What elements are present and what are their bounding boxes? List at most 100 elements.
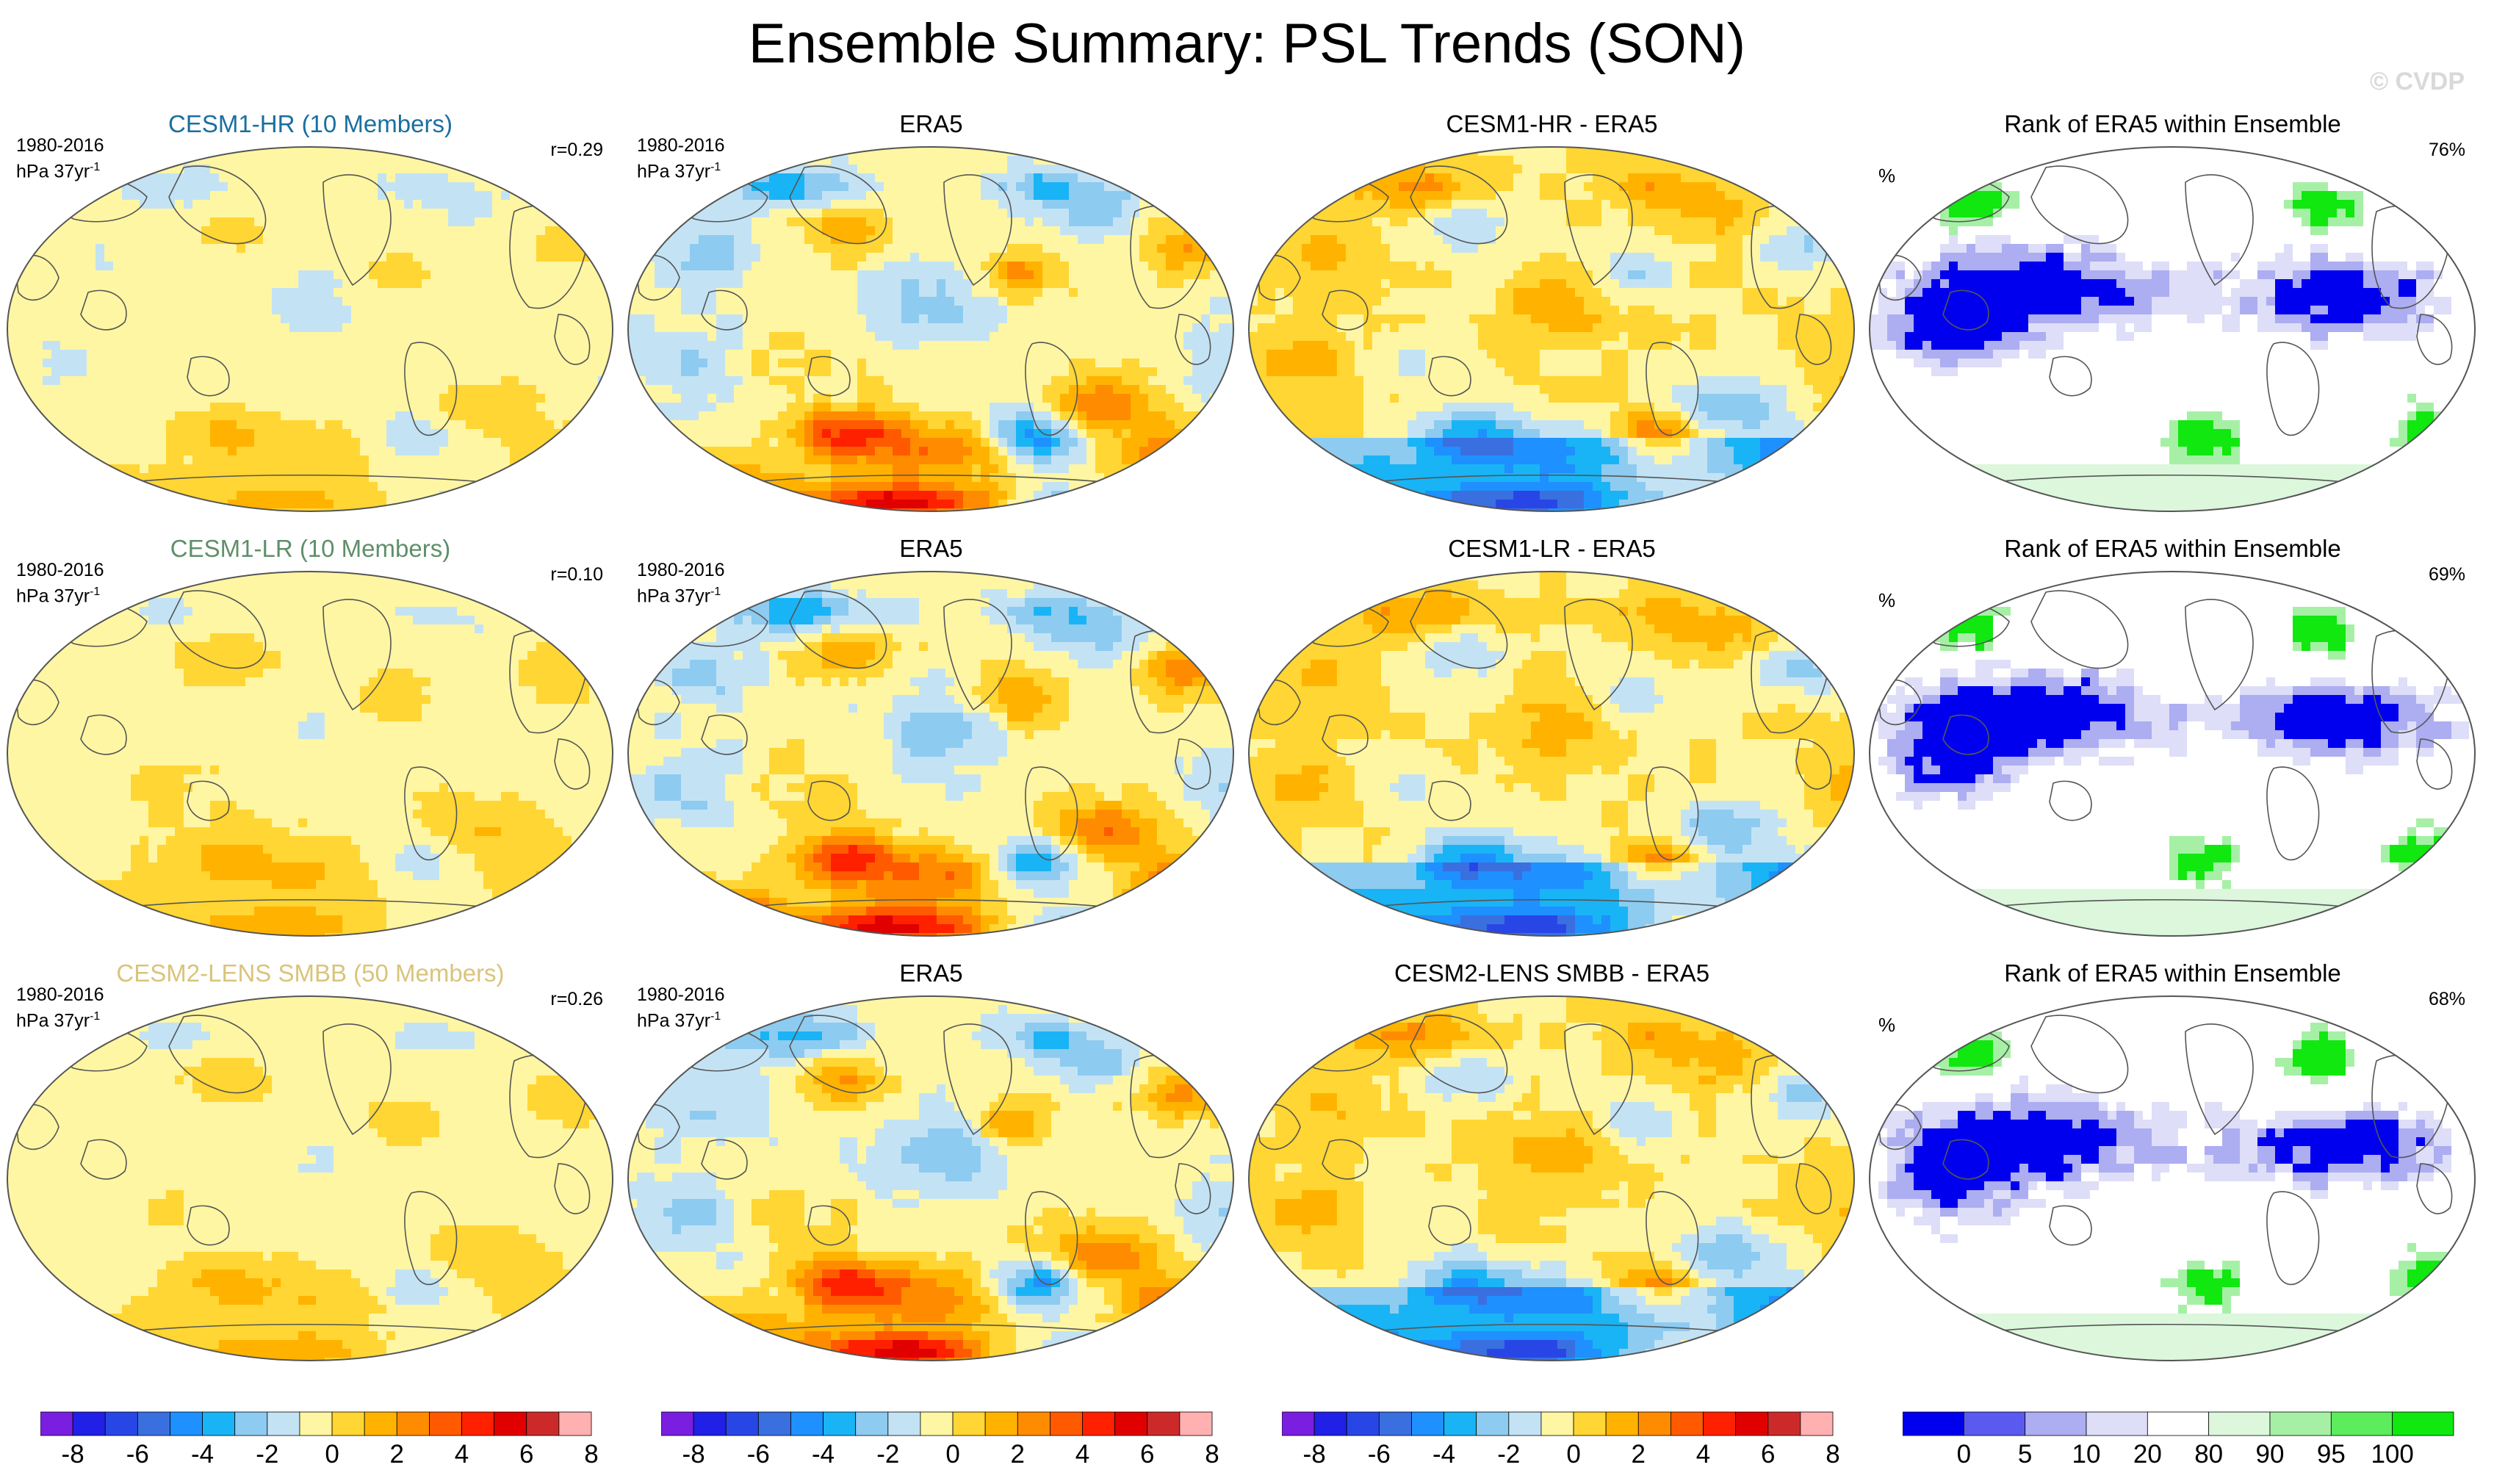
colorbar-tick-label: 5: [2018, 1440, 2032, 1469]
colorbar-swatch: [2147, 1411, 2210, 1436]
percent-unit-label: %: [1878, 589, 1895, 612]
colorbar-swatch: [1114, 1411, 1148, 1436]
period-units-label: 1980-2016 hPa 37yr-1: [16, 560, 104, 607]
map-outline: [1248, 995, 1855, 1361]
colorbar-swatch: [461, 1411, 495, 1436]
colorbar-swatch: [757, 1411, 791, 1436]
panel-diff: CESM1-HR - ERA5: [1241, 110, 1862, 522]
colorbar-tick-label: -8: [62, 1440, 84, 1469]
colorbar-tick-label: 2: [1632, 1440, 1646, 1469]
colorbar-tick-label: 20: [2133, 1440, 2162, 1469]
units-text: hPa 37yr: [637, 161, 710, 181]
field-cells: [1249, 147, 1854, 511]
colorbar-swatch: [1703, 1411, 1737, 1436]
field-cells: [628, 996, 1233, 1361]
period-units-label: 1980-2016 hPa 37yr-1: [637, 984, 725, 1031]
panel-title: CESM1-LR (10 Members): [0, 535, 621, 563]
panel-title: CESM1-HR - ERA5: [1241, 110, 1862, 138]
colorbar-swatch: [693, 1411, 727, 1436]
diff-map: [1248, 146, 1855, 512]
panel-title: Rank of ERA5 within Ensemble: [1862, 535, 2483, 563]
colorbar-tick-label: 0: [1566, 1440, 1580, 1469]
colorbar-swatch: [202, 1411, 236, 1436]
colorbar-swatch: [104, 1411, 138, 1436]
colorbar-swatch: [558, 1411, 592, 1436]
map-outline: [1869, 571, 2476, 937]
colorbar-swatch: [1671, 1411, 1704, 1436]
obs-map: [627, 571, 1234, 937]
colorbar-swatch: [2086, 1411, 2148, 1436]
colorbar-swatch: [1963, 1411, 2026, 1436]
panel-title: ERA5: [621, 959, 1241, 987]
colorbar-swatch: [2269, 1411, 2332, 1436]
correlation-label: r=0.10: [550, 564, 603, 586]
panel-title: CESM1-HR (10 Members): [0, 110, 621, 138]
colorbar-swatch: [1378, 1411, 1412, 1436]
field-cells: [1870, 996, 2475, 1361]
colorbar-swatch: [267, 1411, 300, 1436]
rank-map: [1869, 995, 2476, 1361]
field-cells: [1870, 572, 2475, 936]
colorbar-swatch: [137, 1411, 170, 1436]
field-cells: [7, 572, 613, 936]
colorbar-swatch: [1082, 1411, 1116, 1436]
main-title: Ensemble Summary: PSL Trends (SON): [0, 12, 2494, 76]
map-outline: [627, 995, 1234, 1361]
panel-model: CESM2-LENS SMBB (50 Members) 1980-2016 hPa…: [0, 959, 621, 1371]
colorbar-swatch: [364, 1411, 397, 1436]
units-text: hPa 37yr: [16, 586, 90, 606]
units-label: hPa 37yr-1: [16, 581, 104, 607]
units-superscript: -1: [90, 161, 100, 173]
field-cells: [628, 572, 1233, 936]
colorbar-tick-label: 8: [584, 1440, 598, 1469]
colorbar-tick-label: -8: [682, 1440, 705, 1469]
colorbar-swatch: [526, 1411, 560, 1436]
period-label: 1980-2016: [637, 560, 725, 581]
trend-colorbar: -8 -6 -4 -2 0 2 4 6 8: [40, 1411, 661, 1484]
rank-percent-value: 69%: [2429, 564, 2465, 586]
units-label: hPa 37yr-1: [637, 1006, 725, 1031]
colorbar-swatch: [234, 1411, 268, 1436]
period-units-label: 1980-2016 hPa 37yr-1: [637, 560, 725, 607]
panel-title: ERA5: [621, 110, 1241, 138]
model-map: [7, 995, 613, 1361]
percent-unit-label: %: [1878, 1014, 1895, 1037]
colorbar-swatch: [1735, 1411, 1769, 1436]
units-superscript: -1: [710, 161, 721, 173]
colorbar-swatch: [72, 1411, 106, 1436]
colorbar-swatch: [494, 1411, 527, 1436]
units-label: hPa 37yr-1: [16, 156, 104, 182]
colorbar-tick-label: -6: [126, 1440, 149, 1469]
field-cells: [7, 147, 613, 511]
units-label: hPa 37yr-1: [637, 156, 725, 182]
panel-diff: CESM1-LR - ERA5: [1241, 535, 1862, 946]
colorbar-swatch: [952, 1411, 986, 1436]
colorbar-tick-label: 6: [1761, 1440, 1775, 1469]
panel-obs: ERA5 1980-2016 hPa 37yr-1: [621, 959, 1241, 1371]
units-text: hPa 37yr: [637, 1010, 710, 1031]
map-outline: [1869, 995, 2476, 1361]
colorbar-tick-label: -6: [747, 1440, 770, 1469]
colorbar-swatch: [1147, 1411, 1181, 1436]
colorbar-tick-label: 4: [1075, 1440, 1089, 1469]
correlation-label: r=0.29: [550, 140, 603, 161]
colorbar-swatch: [1017, 1411, 1050, 1436]
colorbar-tick-label: -8: [1303, 1440, 1326, 1469]
colorbar-tick-label: 95: [2317, 1440, 2346, 1469]
map-outline: [1248, 571, 1855, 937]
field-cells: [1870, 147, 2475, 511]
colorbar-swatch: [855, 1411, 889, 1436]
map-outline: [627, 146, 1234, 512]
colorbar-tick-label: 0: [1957, 1440, 1971, 1469]
period-units-label: 1980-2016 hPa 37yr-1: [637, 135, 725, 182]
colorbar-swatch: [920, 1411, 954, 1436]
model-map: [7, 146, 613, 512]
colorbar-swatch: [790, 1411, 823, 1436]
colorbar-tick-label: -4: [812, 1440, 835, 1469]
diff-map: [1248, 995, 1855, 1361]
colorbar-swatch: [1179, 1411, 1213, 1436]
colorbar-tick-label: -4: [1432, 1440, 1455, 1469]
colorbar-tick-label: 8: [1205, 1440, 1219, 1469]
correlation-label: r=0.26: [550, 989, 603, 1010]
colorbar-swatch: [1605, 1411, 1639, 1436]
